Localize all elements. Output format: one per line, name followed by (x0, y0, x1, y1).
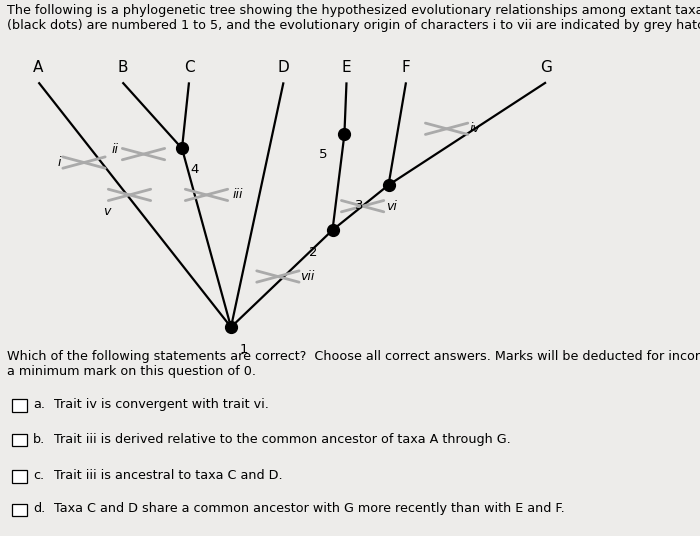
Text: E: E (342, 61, 351, 75)
Text: v: v (104, 205, 111, 218)
Text: iii: iii (232, 188, 244, 202)
Text: 4: 4 (190, 162, 199, 176)
Text: B: B (117, 61, 127, 75)
Text: ii: ii (112, 143, 119, 157)
Text: vii: vii (300, 270, 314, 283)
Text: The following is a phylogenetic tree showing the hypothesized evolutionary relat: The following is a phylogenetic tree sho… (7, 4, 700, 32)
Text: G: G (540, 61, 552, 75)
Bar (12, 470, 27, 482)
Text: 2: 2 (309, 245, 317, 258)
Text: Trait iii is ancestral to taxa C and D.: Trait iii is ancestral to taxa C and D. (54, 469, 283, 482)
Text: iv: iv (469, 122, 480, 135)
Text: b.: b. (34, 433, 46, 445)
Text: Which of the following statements are correct?  Choose all correct answers. Mark: Which of the following statements are co… (7, 351, 700, 378)
Text: vi: vi (386, 199, 398, 213)
Text: D: D (278, 61, 289, 75)
Text: A: A (34, 61, 43, 75)
Text: Trait iv is convergent with trait vi.: Trait iv is convergent with trait vi. (54, 398, 269, 411)
Bar (12, 503, 27, 516)
Text: d.: d. (34, 502, 46, 516)
Text: c.: c. (34, 469, 45, 482)
Text: Trait iii is derived relative to the common ancestor of taxa A through G.: Trait iii is derived relative to the com… (54, 433, 511, 445)
Text: 3: 3 (355, 199, 363, 212)
Text: i: i (57, 156, 62, 169)
Text: 1: 1 (239, 343, 248, 356)
Bar (12, 434, 27, 446)
Text: Taxa C and D share a common ancestor with G more recently than with E and F.: Taxa C and D share a common ancestor wit… (54, 502, 565, 516)
Text: C: C (183, 61, 195, 75)
Text: a.: a. (34, 398, 46, 411)
Text: 5: 5 (319, 148, 328, 161)
Bar (12, 399, 27, 412)
Text: F: F (402, 61, 410, 75)
